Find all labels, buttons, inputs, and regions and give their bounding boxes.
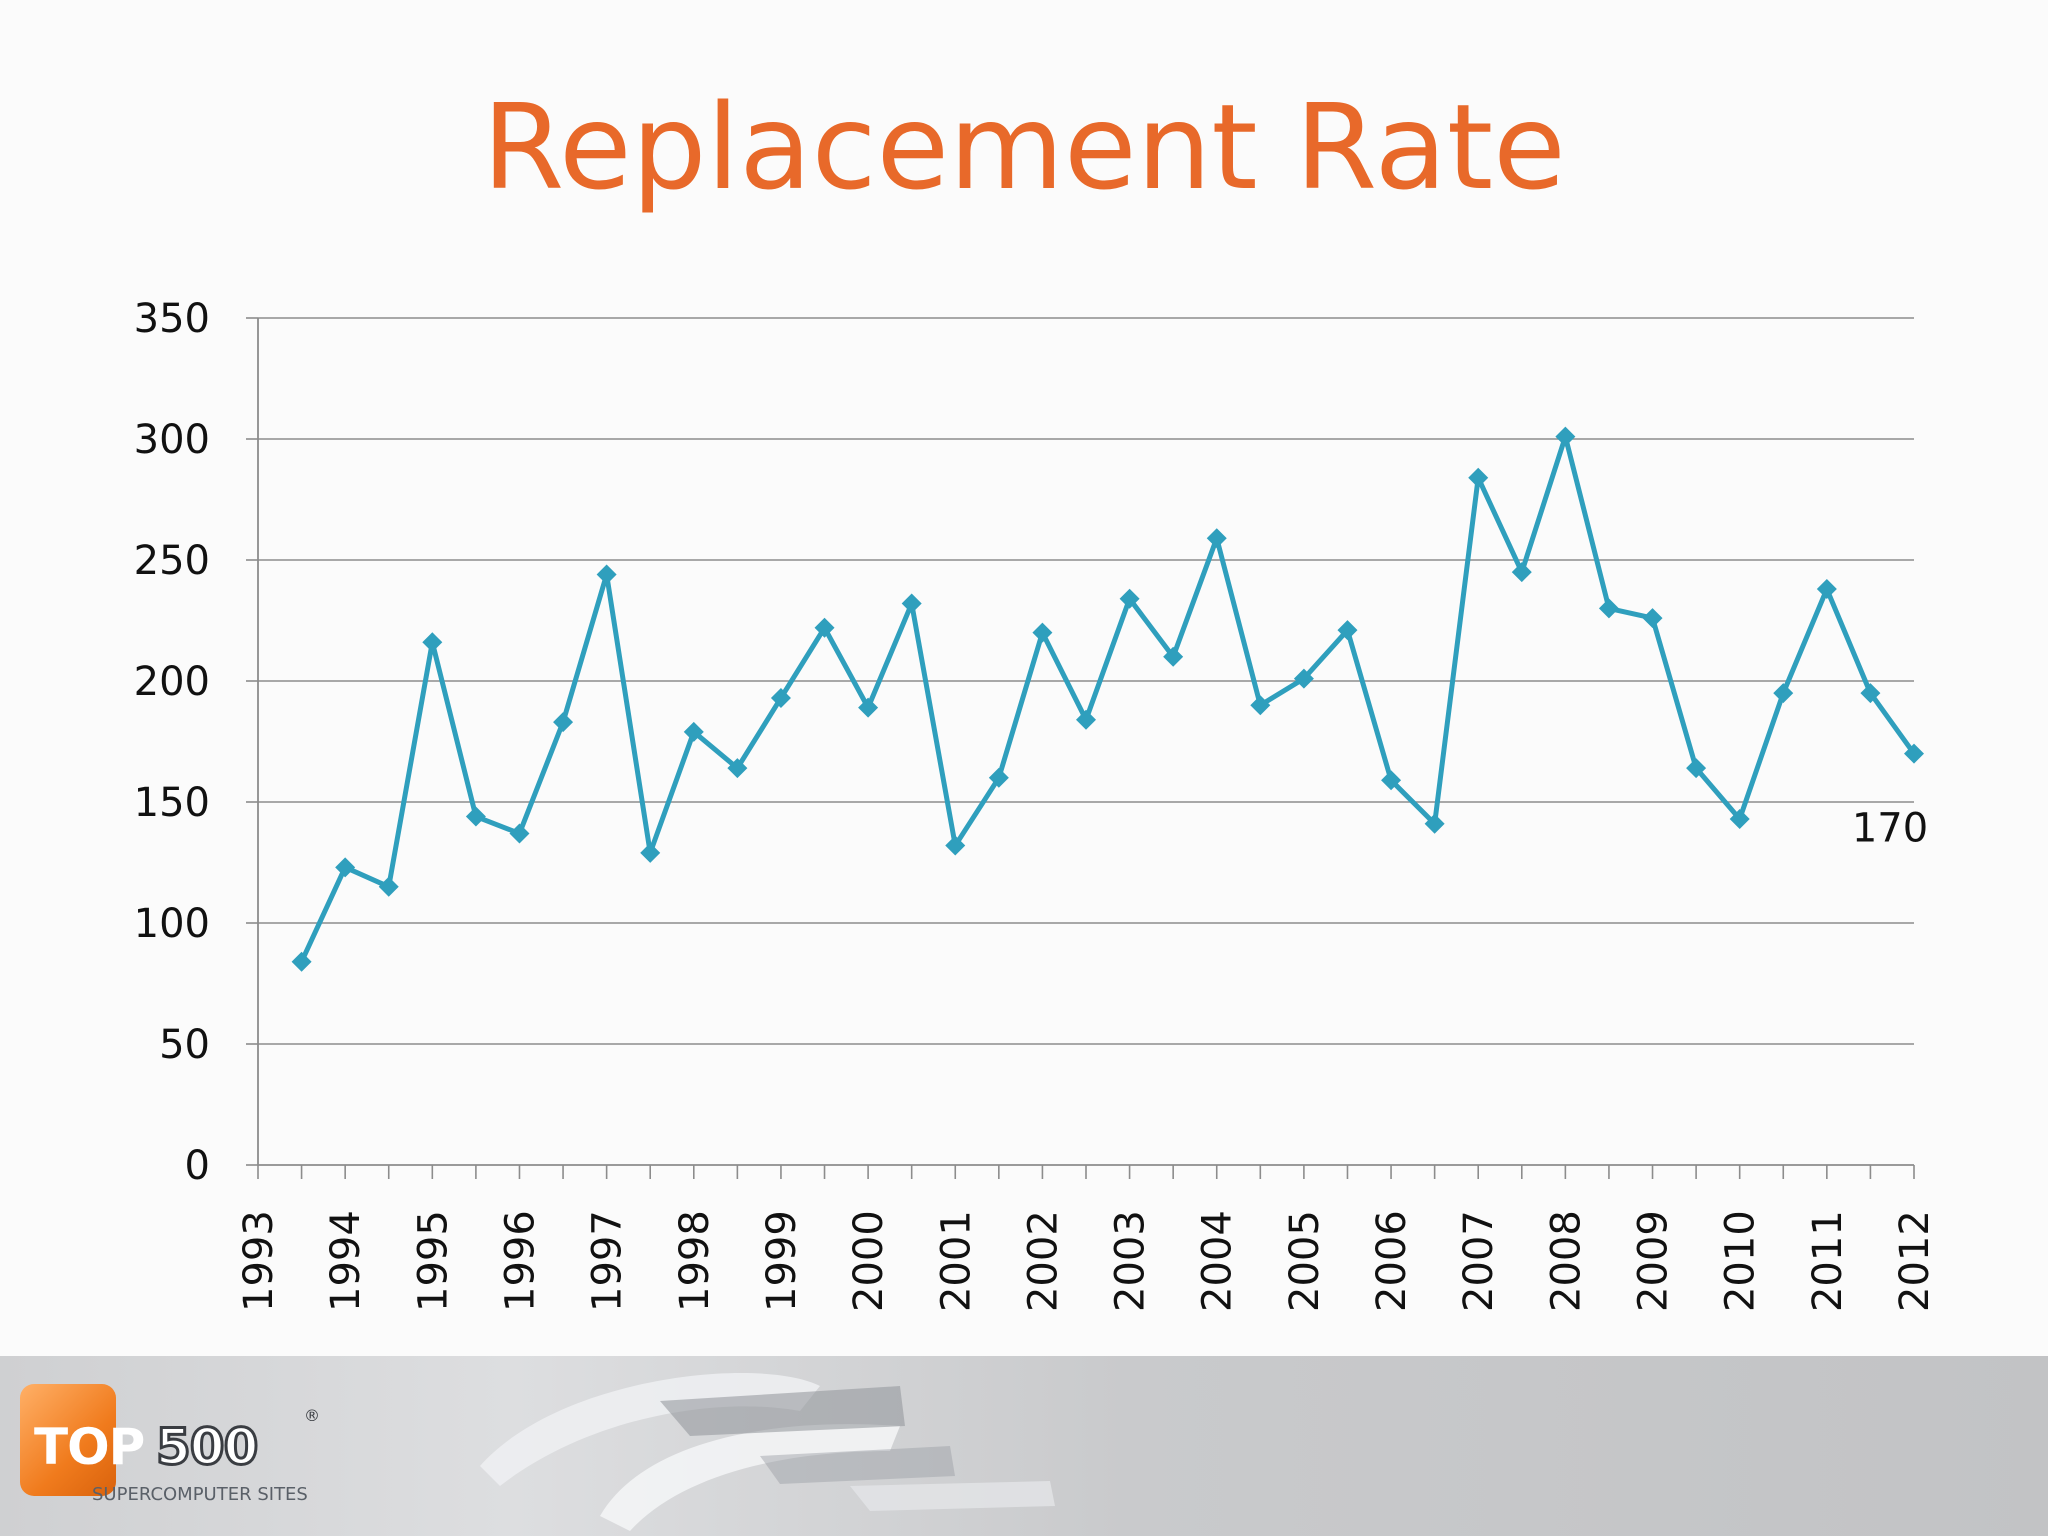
data-point-marker [335, 857, 356, 878]
data-point-marker [640, 842, 661, 863]
x-tick-label: 2010 [1718, 1210, 1764, 1312]
x-tick-label: 1997 [585, 1210, 631, 1312]
data-point-marker [553, 712, 574, 733]
series-layer [291, 426, 1924, 972]
data-point-marker [1163, 646, 1184, 667]
y-tick-label: 50 [159, 1022, 210, 1068]
data-point-marker [1555, 426, 1576, 447]
data-point-marker [422, 632, 443, 653]
data-point-marker [1729, 808, 1750, 829]
x-tick-label: 2003 [1108, 1210, 1154, 1312]
data-point-marker [465, 806, 486, 827]
data-point-marker [683, 721, 704, 742]
x-tick-label: 1995 [410, 1210, 456, 1312]
data-point-marker [596, 564, 617, 585]
data-point-marker [1642, 608, 1663, 629]
slide-title: Replacement Rate [482, 78, 1566, 216]
y-tick-label: 250 [134, 538, 210, 584]
y-tick-label: 350 [134, 296, 210, 342]
logo-registered-mark: ® [304, 1406, 320, 1425]
tick-labels: 0 50 100 150 200 250 300 350 1993 1994 1995 1996 199… [134, 296, 1938, 1312]
data-label: 170 [1852, 806, 1928, 852]
data-point-marker [1511, 562, 1532, 583]
data-point-marker [1206, 528, 1227, 549]
y-tick-label: 300 [134, 417, 210, 463]
data-point-marker [1904, 743, 1924, 764]
x-tick-label: 2012 [1892, 1210, 1938, 1312]
data-point-marker [858, 697, 879, 718]
data-point-marker [1381, 770, 1402, 791]
data-point-marker [945, 835, 966, 856]
top500-logo: TOP 500 ® SUPERCOMPUTER SITES [18, 1380, 338, 1520]
data-point-marker [509, 823, 530, 844]
x-tick-label: 2006 [1369, 1210, 1415, 1312]
data-point-marker [901, 593, 922, 614]
data-point-marker [291, 951, 312, 972]
data-point-marker [1032, 622, 1053, 643]
y-tick-label: 150 [134, 780, 210, 826]
data-point-marker [727, 758, 748, 779]
data-point-marker [1076, 709, 1096, 730]
x-tick-label: 1998 [672, 1210, 718, 1312]
grid-lines [258, 317, 1914, 1045]
logo-500-text: 500 [154, 1417, 259, 1478]
y-tick-label: 100 [134, 901, 210, 947]
data-point-marker [1119, 588, 1140, 609]
y-tick-label: 0 [185, 1143, 210, 1189]
x-tick-label: 2000 [846, 1210, 892, 1312]
x-tick-label: 2004 [1195, 1210, 1241, 1312]
annotations: 170 [1852, 806, 1928, 852]
axes [246, 317, 1915, 1179]
data-point-marker [378, 876, 399, 897]
data-point-marker [814, 617, 835, 638]
x-tick-label: 2011 [1805, 1210, 1851, 1312]
logo-tile [20, 1384, 116, 1496]
x-tick-label: 2009 [1631, 1210, 1677, 1312]
x-tick-label: 2007 [1456, 1210, 1502, 1312]
x-tick-label: 1993 [236, 1210, 282, 1312]
data-point-marker [770, 687, 791, 708]
data-point-marker [1250, 695, 1271, 716]
data-point-marker [1686, 758, 1707, 779]
logo-top-text: TOP [34, 1418, 145, 1476]
data-point-marker [1773, 683, 1794, 704]
x-tick-label: 1999 [759, 1210, 805, 1312]
x-tick-label: 1994 [323, 1210, 369, 1312]
replacement-rate-chart: 0 50 100 150 200 250 300 350 1993 1994 1995 1996 199… [134, 296, 1938, 1312]
x-tick-label: 2001 [933, 1210, 979, 1312]
data-point-marker [1337, 620, 1358, 641]
footer-banner: TOP 500 ® SUPERCOMPUTER SITES [0, 1356, 2048, 1536]
logo-subtitle: SUPERCOMPUTER SITES [92, 1484, 308, 1505]
data-point-marker [1293, 668, 1314, 689]
x-tick-label: 1996 [497, 1210, 543, 1312]
data-point-marker [1860, 683, 1881, 704]
data-point-marker [1598, 598, 1619, 619]
data-point-marker [1468, 467, 1489, 488]
footer-swoosh-graphic [480, 1372, 1055, 1531]
series-line [299, 434, 1917, 963]
data-point-marker [1816, 579, 1837, 600]
x-tick-label: 2002 [1020, 1210, 1066, 1312]
x-tick-label: 2008 [1543, 1210, 1589, 1312]
data-point-marker [988, 767, 1009, 788]
y-tick-label: 200 [134, 659, 210, 705]
x-tick-label: 2005 [1282, 1210, 1328, 1312]
data-point-marker [1424, 813, 1445, 834]
